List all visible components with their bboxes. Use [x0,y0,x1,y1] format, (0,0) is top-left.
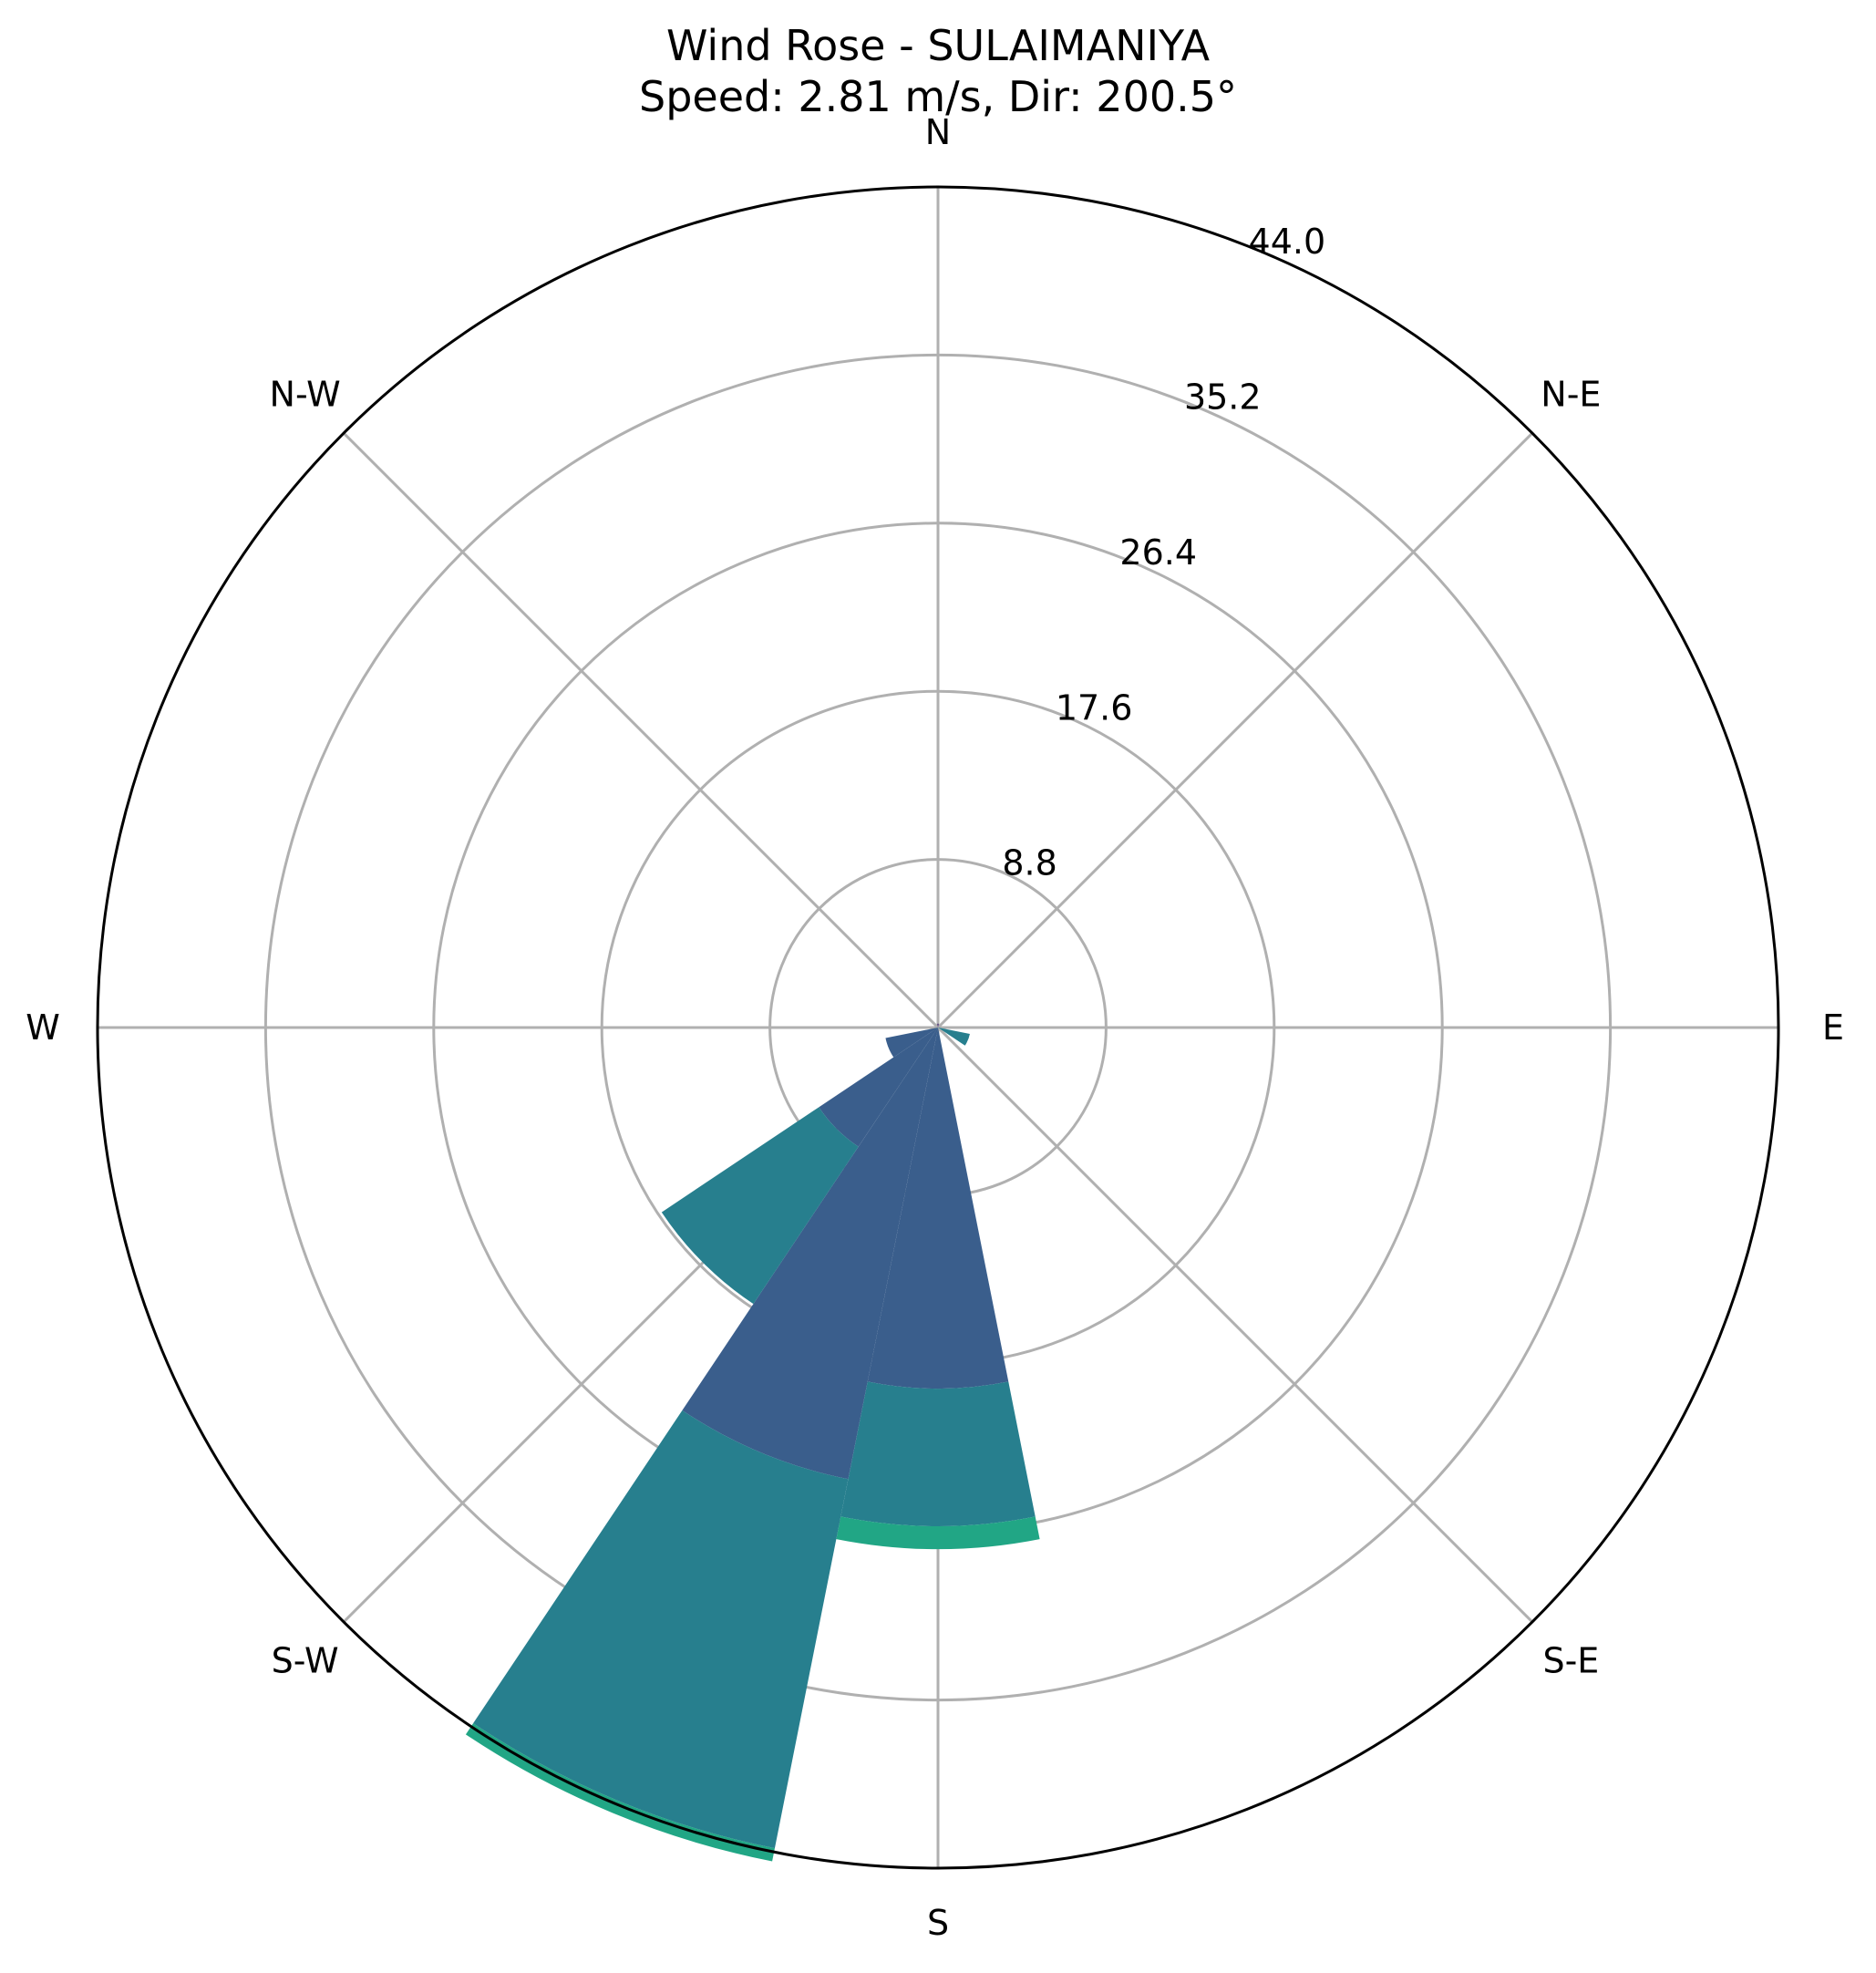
radial-tick-label: 17.6 [1056,687,1133,728]
wind-bar-segment [937,1023,939,1028]
wind-bar-segment [819,1028,938,1147]
direction-label: N-E [1541,375,1601,415]
wind-bar-segment [938,1028,970,1046]
wind-bars [465,1023,1040,1862]
wind-bar-segment [682,1028,938,1480]
grid-spoke [342,431,940,1029]
wind-bar-segment [465,1723,775,1862]
wind-bar-segment [661,1107,859,1305]
direction-label: S-W [272,1640,339,1680]
wind-bar-segment [867,1028,1009,1389]
grid-spoke [936,431,1534,1029]
direction-label: S-E [1542,1640,1599,1680]
direction-label: E [1822,1007,1844,1048]
direction-label: S [927,1903,949,1943]
wind-bar-segment [885,1028,938,1058]
chart-title: Wind Rose - SULAIMANIYA [666,21,1211,70]
direction-label: N [925,112,951,152]
direction-label: N-W [270,375,341,415]
wind-bar-segment [840,1381,1036,1526]
chart-subtitle: Speed: 2.81 m/s, Dir: 200.5° [639,72,1237,121]
wind-bar-segment [473,1410,849,1849]
grid-spoke [936,1026,1534,1624]
radial-tick-label: 44.0 [1249,222,1326,262]
radial-tick-label: 26.4 [1119,532,1197,573]
wind-bar-segment [836,1516,1040,1550]
axis-labels: N N-E E S-E S S-W W N-W 8.8 17.6 26.4 35.2 44.0 [26,112,1844,1943]
direction-label: W [26,1007,60,1048]
radial-tick-label: 35.2 [1184,377,1262,418]
radial-tick-label: 8.8 [1002,843,1057,883]
grid-ring [96,185,1780,1870]
